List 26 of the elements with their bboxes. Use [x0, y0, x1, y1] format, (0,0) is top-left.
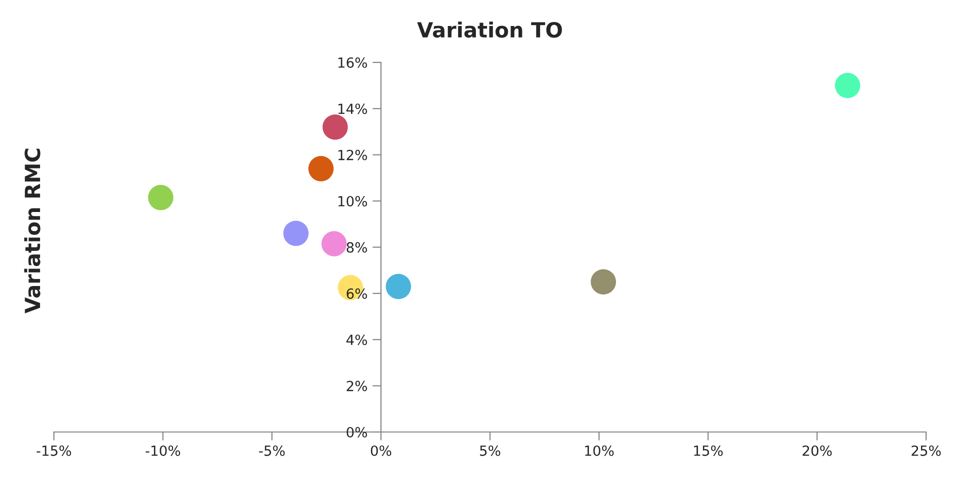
x-tick-label: -5%: [259, 445, 285, 456]
point: [322, 114, 348, 140]
x-tick-label: 5%: [480, 445, 500, 456]
x-tick-label: -10%: [146, 445, 180, 456]
x-tick-label: 0%: [370, 445, 392, 456]
point: [148, 184, 174, 210]
y-tick-label: 10%: [338, 196, 368, 206]
x-tick-label: -15%: [36, 445, 72, 456]
y-tick-label: 16%: [338, 57, 368, 68]
x-tick-label: 15%: [694, 445, 723, 456]
point: [321, 231, 347, 256]
chart-title: Variation TO: [417, 22, 562, 38]
x-tick-label: 25%: [912, 445, 941, 456]
y-tick-label: 8%: [346, 242, 368, 253]
point: [834, 72, 860, 98]
point: [283, 220, 309, 246]
y-tick-label: 2%: [346, 380, 368, 392]
y-tick-label: 4%: [346, 334, 368, 346]
x-tick-label: 10%: [585, 445, 614, 456]
y-axis-title: Variation RMC: [24, 148, 40, 314]
y-tick-label: 14%: [338, 104, 368, 114]
point: [308, 156, 334, 182]
point: [590, 269, 616, 294]
point: [386, 274, 412, 300]
x-tick-label: 20%: [802, 445, 832, 456]
y-tick-label: 12%: [338, 150, 368, 160]
